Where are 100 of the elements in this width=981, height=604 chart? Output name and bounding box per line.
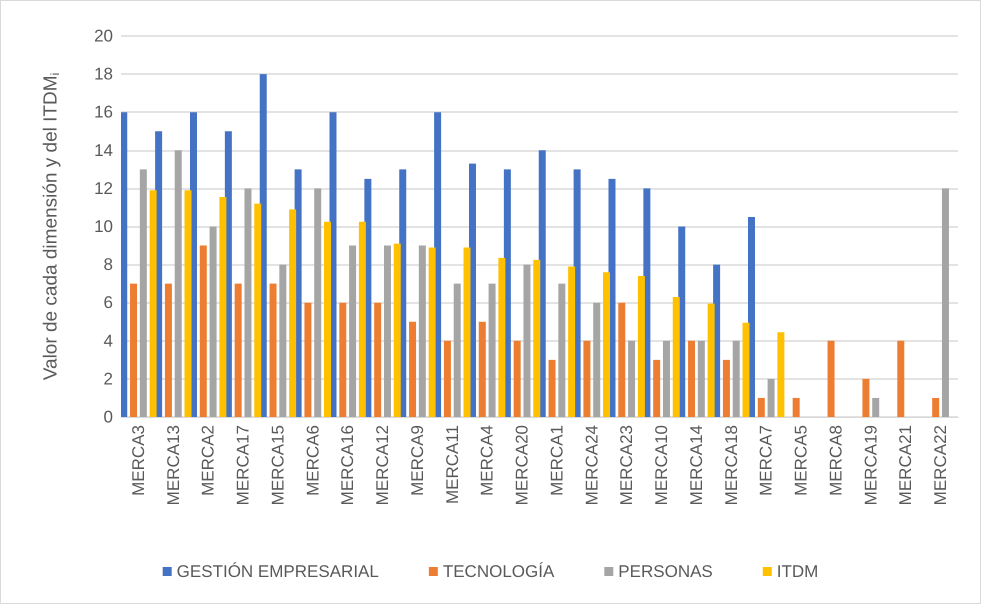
bar (558, 284, 566, 417)
bar (942, 188, 949, 417)
bar (672, 296, 680, 417)
bar (872, 398, 880, 417)
legend-label: GESTIÓN EMPRESARIAL (176, 562, 379, 581)
bar (498, 258, 506, 417)
bar (732, 340, 740, 417)
bar (200, 246, 207, 417)
x-tick-label: MERCA16 (338, 425, 358, 506)
x-tick-label: MERCA15 (268, 425, 288, 506)
x-tick-label: MERCA20 (512, 425, 532, 506)
bar (150, 190, 157, 417)
x-tick-label: MERCA12 (373, 425, 392, 506)
x-tick-label: MERCA18 (722, 425, 741, 506)
bar (828, 340, 835, 417)
bar (568, 266, 576, 417)
x-tick-label: MERCA11 (442, 425, 462, 504)
bar (428, 247, 436, 417)
y-tick-label: 18 (94, 64, 113, 84)
x-tick-label: MERCA8 (826, 425, 846, 496)
x-tick-label: MERCA14 (686, 425, 706, 506)
bar (394, 244, 401, 417)
x-tick-label: MERCA3 (128, 425, 148, 496)
bar (533, 260, 540, 417)
legend-label: TECNOLOGÍA (442, 562, 555, 581)
x-tick-label: MERCA10 (652, 425, 672, 506)
bar (722, 360, 730, 417)
y-tick-label: 0 (104, 408, 113, 426)
bar (164, 284, 172, 417)
bar (358, 222, 366, 417)
bar (244, 188, 252, 417)
bar (603, 272, 610, 417)
bar (374, 302, 382, 417)
bar (897, 340, 904, 417)
x-tick-label: MERCA1 (547, 425, 566, 496)
bar (777, 332, 784, 417)
y-tick-label: 14 (94, 140, 113, 160)
bar (514, 340, 521, 417)
y-tick-label: 12 (94, 178, 113, 198)
y-axis-title: Valor de cada dimensión y del ITDMi (40, 72, 62, 380)
y-tick-label: 10 (94, 217, 113, 236)
bar (130, 284, 138, 417)
x-tick-label: MERCA22 (931, 425, 950, 506)
x-tick-label: MERCA9 (408, 425, 427, 496)
bar (289, 209, 296, 417)
bar (688, 340, 696, 417)
bar (174, 150, 182, 417)
x-tick-label: MERCA23 (617, 425, 636, 506)
y-tick-label: 8 (104, 255, 113, 274)
bar (618, 302, 626, 417)
bar (638, 276, 645, 417)
bar (279, 264, 286, 417)
bar (708, 304, 715, 417)
x-tick-label: MERCA19 (861, 425, 880, 506)
bar (758, 398, 765, 417)
bar (454, 284, 461, 417)
bar (593, 302, 600, 417)
legend-label: PERSONAS (618, 562, 713, 581)
x-tick-label: MERCA7 (756, 425, 776, 496)
bar (444, 340, 451, 417)
bar (314, 188, 322, 417)
bar (548, 360, 556, 417)
bar (234, 284, 242, 417)
bar (478, 322, 486, 417)
bar (210, 226, 217, 417)
x-tick-label: MERCA5 (792, 425, 811, 496)
x-tick-label: MERCA24 (582, 425, 602, 506)
bar (792, 398, 800, 417)
bar (488, 284, 496, 417)
bar (768, 378, 775, 417)
x-tick-label: MERCA17 (234, 425, 253, 506)
bar (121, 112, 128, 417)
y-tick-label: 4 (104, 331, 113, 350)
bar (254, 204, 262, 417)
bar (662, 340, 670, 417)
bar (862, 378, 870, 417)
bar (742, 322, 750, 417)
bar (464, 247, 471, 417)
bar (418, 246, 426, 417)
legend-label: ITDM (776, 562, 818, 581)
x-tick-label: MERCA13 (164, 425, 183, 506)
bar (523, 264, 530, 417)
bar (270, 284, 277, 417)
x-tick-label: MERCA21 (896, 425, 916, 506)
bar (140, 169, 147, 417)
bar (409, 322, 416, 417)
bar (653, 360, 660, 417)
x-tick-label: MERCA2 (198, 425, 218, 496)
bar (384, 246, 391, 417)
bar (349, 246, 356, 417)
y-tick-label: 6 (104, 293, 113, 312)
bar (583, 340, 590, 417)
bar (184, 190, 192, 417)
x-tick-label: MERCA4 (478, 425, 497, 496)
y-tick-label: 2 (104, 369, 113, 388)
bar (219, 196, 226, 417)
bar (339, 302, 346, 417)
y-tick-label: 16 (94, 102, 113, 122)
bar (628, 340, 636, 417)
bar (304, 302, 312, 417)
